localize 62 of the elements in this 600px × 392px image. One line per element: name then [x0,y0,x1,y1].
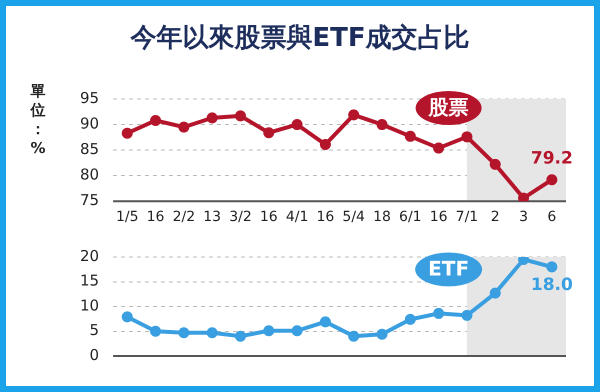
y-tick-label: 20 [80,246,100,265]
point [320,138,331,150]
y-tick-label: 10 [80,296,100,314]
point [263,325,274,336]
x-tick-label: 3/2 [229,209,252,226]
x-tick-label: 16 [316,209,334,226]
point [263,127,274,138]
point [490,288,501,299]
x-tick-label: 4/1 [286,209,308,226]
x-tick-label: 16 [260,209,278,226]
y-tick-label: 95 [80,88,100,107]
point [178,122,190,133]
point [320,316,331,328]
point [490,158,501,170]
point [206,112,218,124]
x-tick-label: 2/2 [172,209,196,226]
point [292,119,303,130]
data-label: 79.2 [530,148,573,169]
series-label: 股票 [428,95,469,120]
y-axis-title: 單位：% [29,82,47,157]
point [122,128,133,139]
point [150,114,162,126]
x-tick-label: 7/1 [456,209,478,226]
point [178,327,190,338]
point [461,310,472,321]
point [348,330,360,342]
y-tick-label: 5 [90,321,100,340]
point [206,327,218,338]
y-tick-label: 80 [80,166,100,184]
x-tick-label: 18 [373,209,391,226]
x-tick-label: 13 [203,209,222,226]
point [546,261,558,272]
point [150,326,162,337]
point [122,311,133,322]
point [292,325,303,336]
point [433,142,444,154]
point [348,109,360,120]
point [234,110,246,122]
series-label: ETF [428,256,470,281]
x-tick-label: 1/5 [116,209,139,226]
x-tick-label: 6 [547,209,556,226]
point [376,328,388,340]
y-tick-label: 0 [90,346,100,364]
point [404,314,416,325]
y-tick-label: 15 [80,272,100,290]
y-tick-label: 75 [80,191,100,210]
x-tick-label: 16 [146,209,165,226]
y-tick-label: 90 [80,114,100,132]
point [546,174,558,186]
x-tick-label: 6/1 [399,209,422,226]
point [433,308,444,319]
y-tick-label: 85 [80,140,100,158]
point [376,119,388,130]
x-tick-label: 16 [430,209,448,226]
point [404,130,416,142]
x-tick-label: 3 [519,209,528,226]
point [234,330,246,342]
point [461,131,472,142]
x-tick-label: 2 [490,209,500,226]
data-label: 18.0 [530,274,573,295]
chart-title: 今年以來股票與ETF成交占比 [129,22,471,55]
x-tick-label: 5/4 [342,209,366,226]
